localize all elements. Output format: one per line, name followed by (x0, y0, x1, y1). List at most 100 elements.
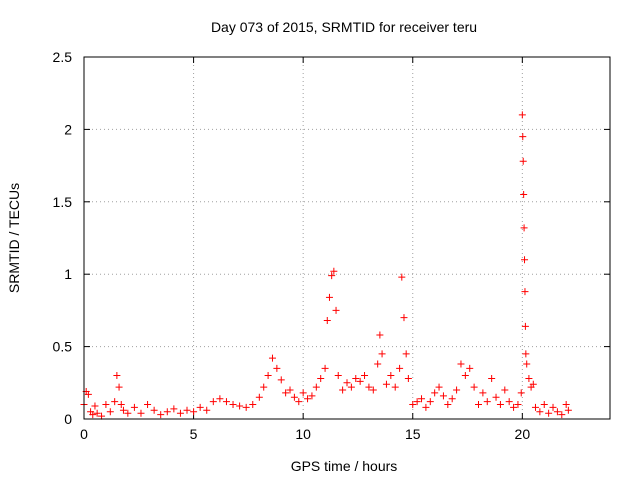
data-point (98, 412, 106, 420)
data-point (540, 401, 548, 409)
data-point (369, 386, 377, 394)
data-point (391, 383, 399, 391)
x-axis-title: GPS time / hours (291, 458, 398, 474)
data-point (496, 401, 504, 409)
data-point (374, 360, 382, 368)
data-point (106, 408, 114, 416)
y-tick-label: 0.5 (53, 339, 73, 355)
data-point (339, 386, 347, 394)
data-point (196, 403, 204, 411)
data-point (119, 406, 127, 414)
data-point (163, 408, 171, 416)
data-point (170, 405, 178, 413)
data-point (461, 372, 469, 380)
data-point (91, 402, 99, 410)
data-point (365, 383, 373, 391)
data-point (176, 409, 184, 417)
data-point (332, 306, 340, 314)
data-point (216, 395, 224, 403)
data-point (435, 383, 443, 391)
data-point (457, 360, 465, 368)
data-point (400, 314, 408, 322)
data-point (453, 386, 461, 394)
data-point (521, 256, 529, 264)
data-point (229, 401, 237, 409)
y-tick-label: 2 (64, 121, 72, 137)
x-tick-label: 20 (515, 426, 531, 442)
data-point (93, 409, 101, 417)
data-point (483, 398, 491, 406)
data-point (475, 401, 482, 409)
data-point (409, 401, 417, 409)
data-point (382, 380, 390, 388)
data-point (115, 383, 123, 391)
data-point (378, 350, 386, 358)
data-point (536, 408, 544, 416)
data-point (323, 317, 331, 325)
data-point (426, 398, 434, 406)
data-point (286, 386, 294, 394)
data-point (102, 401, 110, 409)
data-point (404, 374, 412, 382)
data-point (222, 398, 230, 406)
data-point (290, 393, 298, 401)
data-point (268, 354, 276, 362)
y-tick-label: 1.5 (53, 194, 73, 210)
x-tick-label: 5 (190, 426, 198, 442)
data-point (431, 389, 439, 397)
data-point (260, 383, 268, 391)
data-point (277, 376, 285, 384)
data-point (130, 403, 138, 411)
data-point (183, 406, 191, 414)
data-point (501, 386, 509, 394)
data-point (89, 411, 97, 419)
data-markers (80, 111, 572, 420)
data-point (84, 390, 92, 398)
data-point (545, 409, 553, 417)
plot-frame (83, 56, 611, 420)
data-point (387, 372, 395, 380)
data-point (347, 383, 355, 391)
data-point (137, 409, 145, 417)
data-point (325, 293, 333, 301)
data-point (249, 401, 257, 409)
data-point (492, 393, 500, 401)
data-point (466, 364, 474, 372)
data-point (352, 374, 360, 382)
data-point (439, 392, 447, 400)
data-point (402, 350, 410, 358)
data-point (448, 395, 456, 403)
data-point (520, 191, 528, 199)
tick-layer: 0 5 10 15 20 0 0.5 1 1.5 2 2.5 (53, 49, 610, 442)
data-point (236, 402, 244, 410)
data-point (564, 406, 572, 414)
data-point (242, 403, 250, 411)
data-point (529, 380, 537, 388)
data-point (255, 393, 263, 401)
grid-layer (84, 57, 610, 419)
data-point (520, 224, 528, 232)
data-point (312, 383, 320, 391)
data-point (398, 273, 406, 281)
data-point (264, 372, 272, 380)
data-point (282, 389, 290, 397)
data-point (343, 379, 351, 387)
data-point (510, 403, 518, 411)
data-point (124, 409, 132, 417)
data-point (558, 411, 566, 419)
data-point (413, 398, 421, 406)
data-point (396, 364, 404, 372)
data-point (299, 389, 307, 397)
data-point (470, 383, 478, 391)
x-tick-label: 15 (405, 426, 421, 442)
data-point (519, 133, 527, 141)
data-point (422, 403, 430, 411)
data-point (562, 401, 570, 409)
data-point (150, 406, 158, 414)
data-point (517, 389, 525, 397)
x-tick-label: 0 (80, 426, 88, 442)
data-point (514, 401, 522, 409)
data-point (117, 401, 125, 409)
